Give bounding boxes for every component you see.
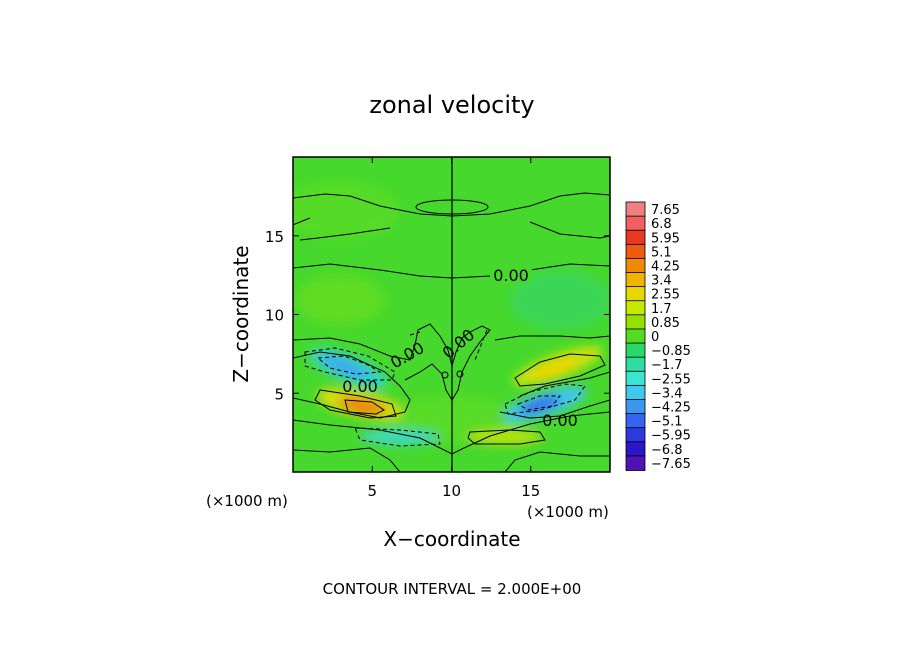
colorbar-swatch <box>625 328 646 344</box>
colorbar-label: −1.7 <box>651 358 683 373</box>
colorbar-swatch <box>625 342 646 359</box>
colorbar-label: 1.7 <box>651 302 672 317</box>
contour-interval-note: CONTOUR INTERVAL = 2.000E+00 <box>323 580 582 598</box>
colorbar-label: 7.65 <box>651 203 680 218</box>
contour-lines-negative <box>304 329 586 447</box>
y-tick-label: 15 <box>265 228 284 246</box>
colorbar-swatch <box>625 455 646 471</box>
contour-label: 0.00 <box>542 411 578 430</box>
colorbar-swatch <box>625 356 646 373</box>
colorbar-swatch <box>625 427 646 443</box>
x-tick-label: 5 <box>367 482 377 500</box>
colorbar-swatch <box>625 300 646 316</box>
colorbar-label: 0.85 <box>651 316 680 331</box>
chart-title: zonal velocity <box>369 91 534 119</box>
y-axis-label: Z−coordinate <box>229 245 253 382</box>
colorbar-label: 5.1 <box>651 245 672 260</box>
colorbar-label: −7.65 <box>651 457 691 472</box>
colorbar-label: −3.4 <box>651 386 683 401</box>
colorbar-label: 3.4 <box>651 274 672 289</box>
axis-ticks: 5 10 15 5 10 15 <box>265 157 610 500</box>
colorbar-swatch <box>625 229 646 246</box>
colorbar-swatch <box>625 258 646 274</box>
y-axis-unit: (×1000 m) <box>206 492 288 510</box>
colorbar-label: −4.25 <box>651 401 691 416</box>
contour-label: 0.00 <box>493 266 529 285</box>
plot-area: 0.00 0.00 0.00 0.00 0.00 <box>293 157 610 472</box>
colorbar: 7.656.85.955.14.253.42.551.70.850−0.85−1… <box>625 201 691 472</box>
x-axis-unit: (×1000 m) <box>527 503 609 521</box>
colorbar-swatch <box>625 413 646 429</box>
colorbar-swatch <box>625 384 646 401</box>
contour-label: 0.00 <box>342 377 378 396</box>
x-tick-label: 10 <box>442 482 461 500</box>
colorbar-label: −6.8 <box>651 443 683 458</box>
colorbar-swatch <box>625 243 646 260</box>
colorbar-label: 2.55 <box>651 288 680 303</box>
x-tick-label: 15 <box>521 482 540 500</box>
colorbar-label: 0 <box>651 330 659 345</box>
colorbar-swatch <box>625 370 646 387</box>
colorbar-label: 6.8 <box>651 217 672 232</box>
colorbar-swatch <box>625 286 646 302</box>
colorbar-label: −2.55 <box>651 372 691 387</box>
colorbar-swatch <box>625 399 646 415</box>
colorbar-swatch <box>625 215 646 232</box>
colorbar-label: −5.95 <box>651 429 691 444</box>
colorbar-label: −0.85 <box>651 344 691 359</box>
colorbar-swatch <box>625 272 646 288</box>
x-axis-label: X−coordinate <box>383 527 520 551</box>
y-tick-label: 10 <box>265 307 284 325</box>
y-tick-label: 5 <box>274 385 284 403</box>
colorbar-swatch <box>625 201 646 218</box>
field-shading <box>293 180 610 445</box>
colorbar-label: 5.95 <box>651 231 680 246</box>
colorbar-swatch <box>625 314 646 330</box>
colorbar-label: 4.25 <box>651 259 680 274</box>
colorbar-label: −5.1 <box>651 415 683 430</box>
colorbar-swatch <box>625 441 646 457</box>
